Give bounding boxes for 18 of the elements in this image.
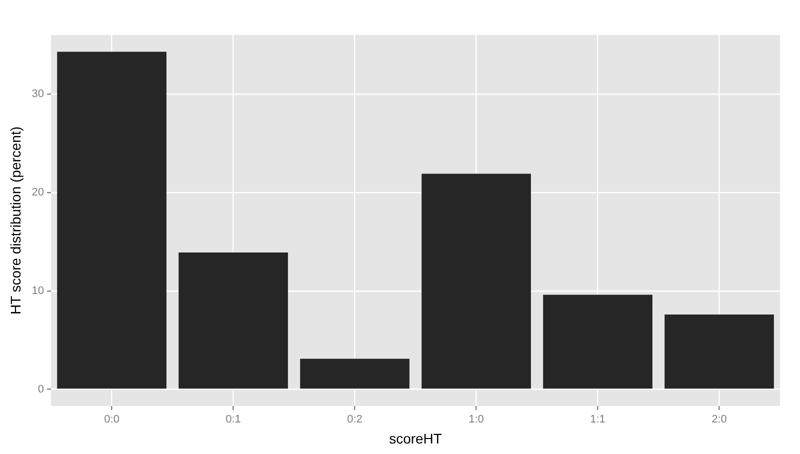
x-tick-label: 1:1 (590, 414, 606, 426)
bar (664, 314, 774, 389)
bar (543, 294, 652, 389)
y-tick-label: 0 (38, 383, 44, 396)
y-tick-label: 20 (32, 186, 44, 198)
x-axis-title: scoreHT (389, 430, 442, 446)
x-tick-label: 0:2 (347, 414, 362, 426)
y-axis-title: HT score distribution (percent) (7, 126, 24, 315)
bar (57, 52, 166, 389)
x-tick-label: 2:0 (712, 414, 727, 426)
x-tick-label: 0:1 (226, 414, 241, 426)
y-tick-label: 10 (32, 284, 44, 297)
bar (178, 252, 288, 389)
x-tick-label: 0:0 (104, 414, 120, 426)
bar (422, 174, 531, 389)
y-tick-label: 30 (32, 88, 44, 100)
bar (300, 358, 410, 389)
x-tick-label: 1:0 (468, 414, 484, 426)
